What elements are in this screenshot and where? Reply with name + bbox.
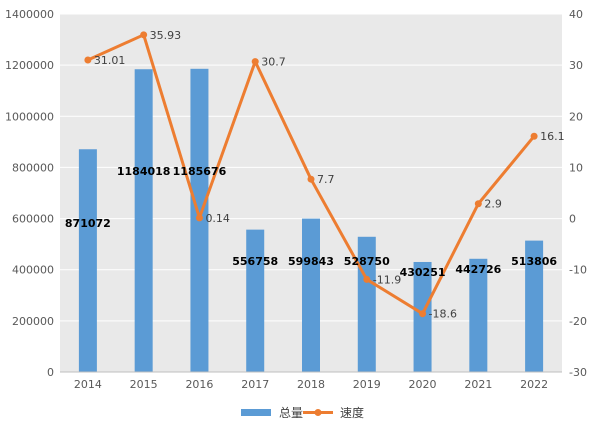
line-data-label: -11.9 (373, 273, 401, 286)
line-point (251, 58, 259, 66)
x-tick-label: 2016 (185, 378, 213, 391)
legend: 总量 速度 (241, 405, 364, 420)
x-tick-label: 2020 (409, 378, 437, 391)
x-tick-label: 2022 (520, 378, 548, 391)
line-point (363, 275, 371, 283)
right-tick-label: 30 (569, 59, 583, 72)
left-tick-label: 400000 (12, 264, 54, 277)
left-tick-label: 1400000 (5, 8, 54, 21)
bar-data-label: 442726 (455, 263, 501, 276)
right-y-axis: -30 -20 -10 0 10 20 30 40 (569, 8, 587, 379)
line-point (140, 31, 148, 39)
x-tick-label: 2015 (130, 378, 158, 391)
bar (525, 240, 544, 372)
x-axis: 2014 2015 2016 2017 2018 2019 2020 2021 2022 (60, 371, 562, 391)
left-tick-label: 0 (47, 366, 54, 379)
line-point (530, 132, 538, 140)
left-y-axis: 0 200000 400000 600000 800000 1000000 1200000 1… (5, 8, 54, 379)
line-point (84, 56, 92, 64)
x-tick-label: 2019 (353, 378, 381, 391)
bar-data-labels: 871072 1184018 1185676 556758 599843 528750 43… (65, 165, 557, 279)
line-data-label: 16.1 (540, 130, 565, 143)
legend-bar-swatch (241, 409, 271, 416)
right-tick-label: 40 (569, 8, 583, 21)
left-tick-label: 1000000 (5, 110, 54, 123)
left-tick-label: 800000 (12, 161, 54, 174)
bar-data-label: 599843 (288, 255, 334, 268)
x-tick-label: 2017 (241, 378, 269, 391)
bar-data-label: 556758 (232, 255, 278, 268)
bar (469, 258, 488, 372)
x-tick-label: 2014 (74, 378, 102, 391)
legend-line-label: 速度 (340, 405, 364, 420)
left-tick-label: 200000 (12, 315, 54, 328)
bar-data-label: 1185676 (173, 165, 227, 178)
x-tick-label: 2021 (464, 378, 492, 391)
right-tick-label: -20 (569, 315, 587, 328)
line-data-label: 0.14 (205, 212, 230, 225)
right-tick-label: 20 (569, 110, 583, 123)
bar (246, 229, 265, 372)
legend-line-marker (314, 409, 322, 416)
line-data-label: -18.6 (429, 308, 457, 321)
left-tick-label: 1200000 (5, 59, 54, 72)
x-tick-label: 2018 (297, 378, 325, 391)
line-data-label: 31.01 (94, 54, 126, 67)
bar-data-label: 1184018 (117, 165, 171, 178)
bar-data-label: 871072 (65, 217, 111, 230)
right-tick-label: -30 (569, 366, 587, 379)
bar-data-label: 513806 (511, 255, 557, 268)
line-data-labels: 31.01 35.93 0.14 30.7 7.7 -11.9 -18.6 2.9 16.1 (94, 29, 565, 321)
right-tick-label: 0 (569, 213, 576, 226)
line-point (195, 214, 203, 222)
legend-bar-label: 总量 (279, 406, 303, 420)
line-data-label: 7.7 (317, 173, 335, 186)
line-point (307, 175, 315, 183)
bar (134, 69, 153, 373)
bar (78, 149, 97, 372)
line-data-label: 35.93 (150, 29, 182, 42)
line-point (474, 200, 482, 208)
line-point (419, 310, 427, 318)
left-tick-label: 600000 (12, 213, 54, 226)
bar-data-label: 430251 (400, 266, 446, 279)
bar-data-label: 528750 (344, 255, 390, 268)
line-series (84, 31, 538, 318)
line-data-label: 2.9 (484, 198, 502, 211)
right-tick-label: -10 (569, 264, 587, 277)
line-data-label: 30.7 (261, 56, 286, 69)
right-tick-label: 10 (569, 161, 583, 174)
bar (302, 218, 320, 372)
